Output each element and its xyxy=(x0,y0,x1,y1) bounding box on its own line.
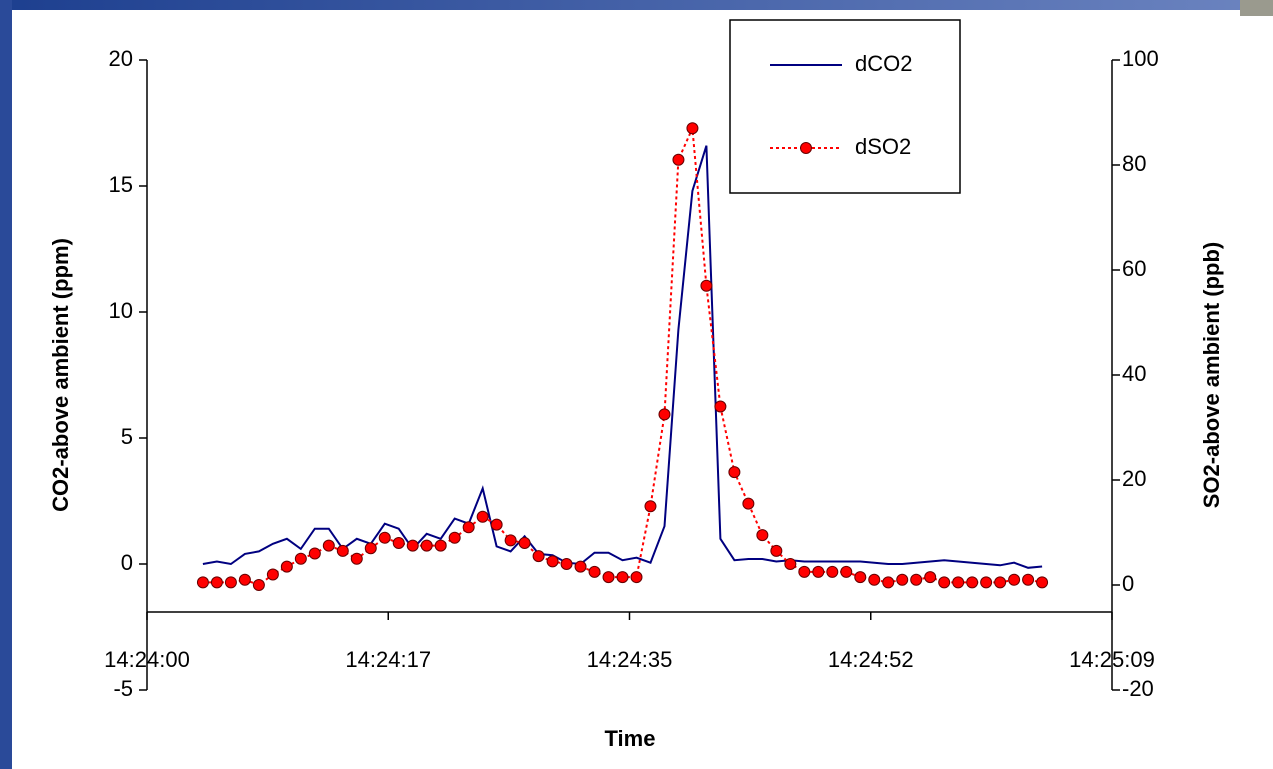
data-point xyxy=(798,565,811,578)
x-tick-label: 14:24:00 xyxy=(104,647,190,672)
data-point xyxy=(1008,573,1021,586)
data-point xyxy=(770,544,783,557)
y2-tick-label: 40 xyxy=(1122,361,1146,386)
legend-label: dCO2 xyxy=(855,51,912,76)
data-point xyxy=(952,576,965,589)
data-point xyxy=(350,552,363,565)
data-point xyxy=(266,568,279,581)
data-point xyxy=(322,539,335,552)
data-point xyxy=(252,579,265,591)
data-point xyxy=(420,539,433,552)
y-tick-label: 0 xyxy=(121,550,133,575)
data-point xyxy=(812,565,825,578)
data-point xyxy=(826,565,839,578)
data-point xyxy=(588,565,601,578)
y2-tick-label: 20 xyxy=(1122,466,1146,491)
data-point xyxy=(280,560,293,573)
data-point xyxy=(644,500,657,513)
data-point xyxy=(616,571,629,584)
data-point xyxy=(840,565,853,578)
data-point xyxy=(504,534,517,547)
data-point xyxy=(714,400,727,413)
data-point xyxy=(630,571,643,584)
data-point xyxy=(490,518,503,531)
data-point xyxy=(224,576,237,589)
data-point xyxy=(980,576,993,589)
data-point xyxy=(546,555,559,568)
y2-tick-label: 0 xyxy=(1122,571,1134,596)
data-point xyxy=(196,576,209,589)
side-bar xyxy=(0,0,12,769)
x-tick-label: 14:24:52 xyxy=(828,647,914,672)
data-point xyxy=(448,531,461,544)
data-point xyxy=(406,539,419,552)
data-point xyxy=(784,558,797,570)
x-tick-label: 14:25:09 xyxy=(1069,647,1155,672)
data-point xyxy=(854,571,867,584)
top-bar xyxy=(0,0,1273,10)
data-point xyxy=(560,558,573,570)
data-point xyxy=(882,576,895,589)
data-point xyxy=(910,573,923,586)
data-point xyxy=(518,537,531,549)
corner-image xyxy=(1240,0,1273,16)
data-point xyxy=(700,279,713,292)
data-point xyxy=(728,466,741,479)
data-point xyxy=(294,552,307,565)
x-tick-label: 14:24:35 xyxy=(587,647,673,672)
legend-marker xyxy=(800,142,812,154)
data-point xyxy=(238,573,251,586)
data-point xyxy=(364,542,377,555)
y-tick-label: 20 xyxy=(109,46,133,71)
x-tick-label: 14:24:17 xyxy=(345,647,431,672)
data-point xyxy=(434,539,447,552)
data-point xyxy=(742,497,755,510)
data-point xyxy=(1036,576,1049,589)
data-point xyxy=(602,571,615,584)
data-point xyxy=(994,576,1007,589)
data-point xyxy=(574,560,587,573)
legend-label: dSO2 xyxy=(855,134,911,159)
y-tick-label: 5 xyxy=(121,424,133,449)
y2-tick-label: -20 xyxy=(1122,676,1154,701)
data-point xyxy=(336,544,349,557)
data-point xyxy=(756,529,769,542)
data-point xyxy=(966,576,979,589)
x-axis-title: Time xyxy=(605,726,656,751)
y2-tick-label: 100 xyxy=(1122,46,1159,71)
data-point xyxy=(532,550,545,563)
data-point xyxy=(1022,573,1035,586)
legend-box xyxy=(729,19,961,194)
data-point xyxy=(392,537,405,549)
data-point xyxy=(938,576,951,589)
data-point xyxy=(476,510,489,523)
data-point xyxy=(378,531,391,544)
data-point xyxy=(686,122,699,135)
y-tick-label: -5 xyxy=(113,676,133,701)
data-point xyxy=(672,153,685,166)
y2-axis-title: SO2-above ambient (ppb) xyxy=(1199,242,1224,508)
data-point xyxy=(462,521,475,534)
data-point xyxy=(308,547,321,560)
data-point xyxy=(896,573,909,586)
data-point xyxy=(210,576,223,589)
y2-tick-label: 60 xyxy=(1122,256,1146,281)
data-point xyxy=(924,571,937,584)
y-axis-title: CO2-above ambient (ppm) xyxy=(48,238,73,512)
data-point xyxy=(658,408,671,421)
y-tick-label: 15 xyxy=(109,172,133,197)
y2-tick-label: 80 xyxy=(1122,151,1146,176)
y-tick-label: 10 xyxy=(109,298,133,323)
data-point xyxy=(868,573,881,586)
